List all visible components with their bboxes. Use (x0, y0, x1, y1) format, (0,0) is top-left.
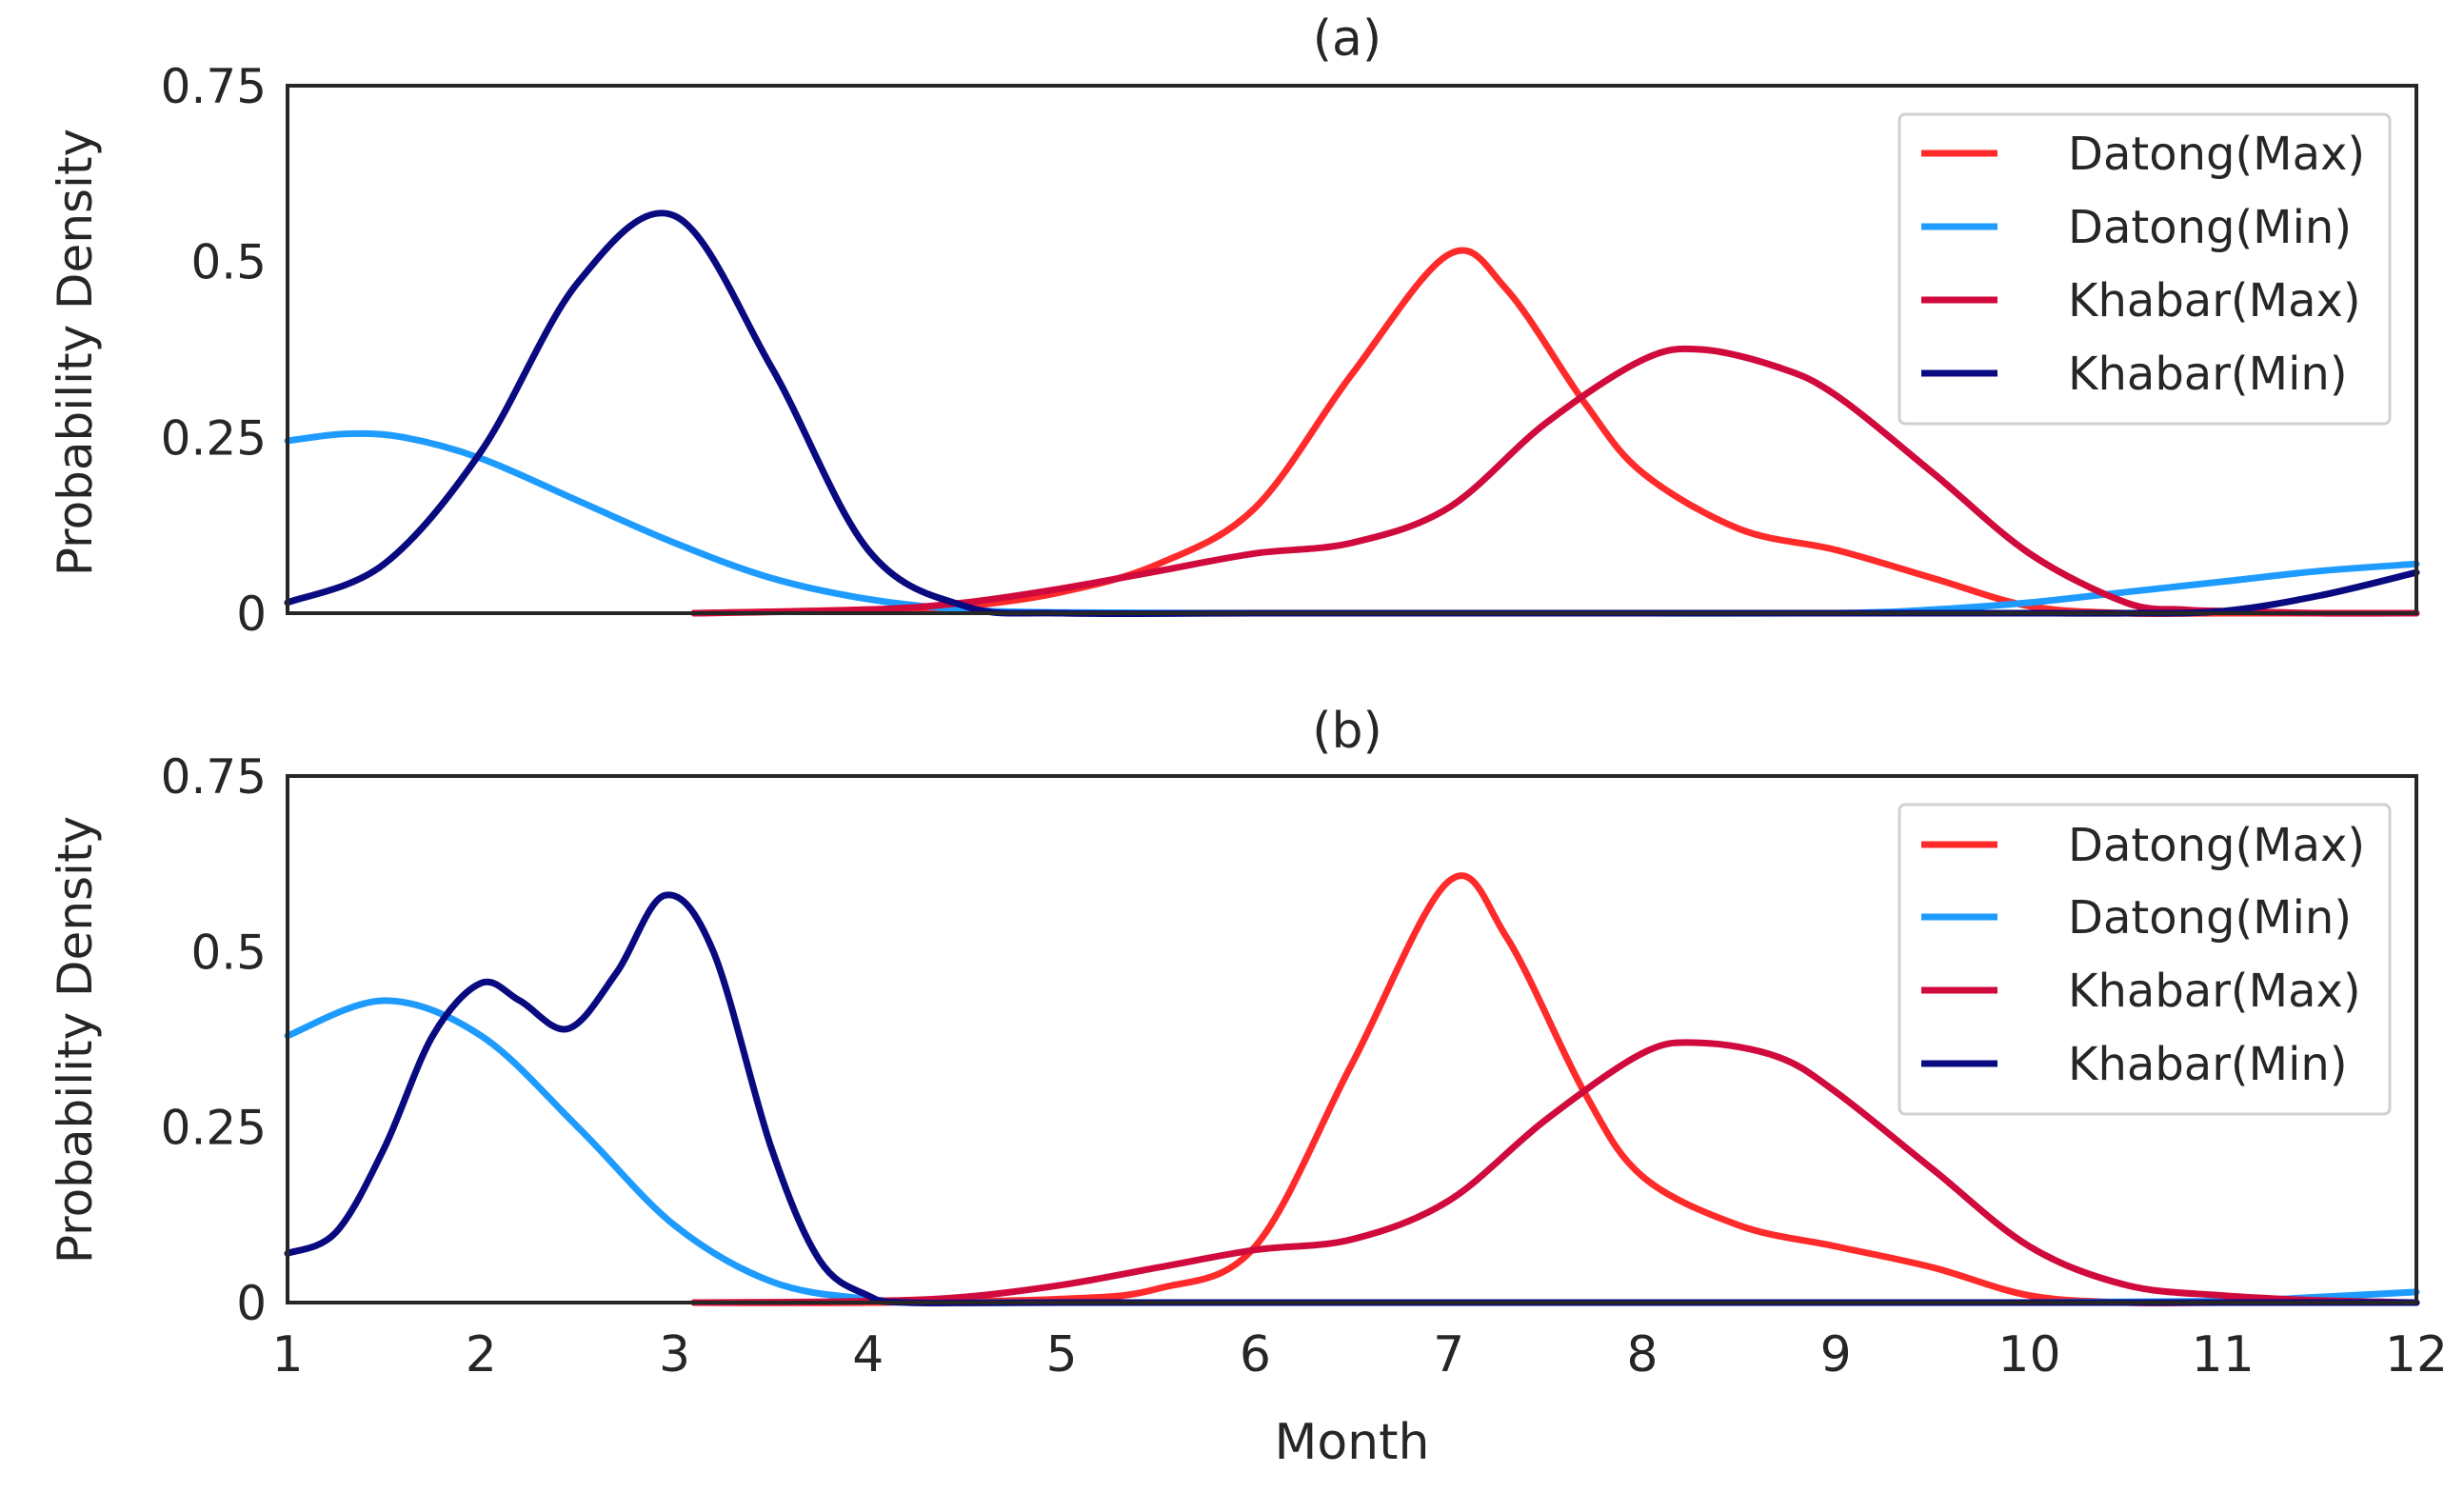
panel-b-ylabel: Probability Density (48, 816, 103, 1264)
x-tick-label-panel-b: 6 (1240, 1326, 1271, 1384)
series-line-khabar-max-panel-b (690, 1039, 2420, 1306)
x-tick-label-panel-b: 11 (2192, 1326, 2255, 1384)
legend-label-datong-max: Datong(Max) (2068, 128, 2365, 181)
panel-b-axes-frame (286, 774, 2418, 1304)
legend-label-datong-min: Datong(Min) (2068, 201, 2352, 254)
legend-label-khabar-min: Khabar(Min) (2068, 1038, 2348, 1091)
legend-label-datong-min: Datong(Min) (2068, 891, 2352, 945)
legend-label-datong-max: Datong(Max) (2068, 819, 2365, 872)
y-tick-label-panel-b: 0 (236, 1276, 267, 1331)
panel-b-legend-box (1898, 803, 2392, 1116)
panel-b-legend: Datong(Max) Datong(Min) Khabar(Max) Khab… (1898, 803, 2392, 1116)
panel-b-title: (b) (1312, 703, 1382, 760)
panel-a-legend: Datong(Max) Datong(Min) Khabar(Max) Khab… (1898, 112, 2392, 426)
series-line-datong-min-panel-a (284, 429, 2420, 617)
y-tick-label-panel-a: 0 (236, 587, 267, 642)
panel-b-x-ticks: 1 2 3 4 5 6 7 8 9 10 11 12 (271, 1326, 2448, 1384)
x-tick-label-panel-b: 4 (852, 1326, 884, 1384)
x-tick-label-panel-b: 10 (1997, 1326, 2060, 1384)
panel-b-xlabel: Month (1275, 1414, 1430, 1471)
panel-a: (a) Probability Density 0 0.25 0.5 0.75 Dat… (48, 10, 2420, 642)
panel-b-y-ticks: 0 0.25 0.5 0.75 (161, 749, 267, 1331)
x-tick-label-panel-b: 5 (1046, 1326, 1078, 1384)
legend-label-khabar-max: Khabar(Max) (2068, 274, 2361, 328)
x-tick-label-panel-b: 9 (1820, 1326, 1852, 1384)
x-tick-label-panel-b: 2 (466, 1326, 497, 1384)
y-tick-label-panel-b: 0.75 (161, 749, 267, 805)
series-line-khabar-max-panel-a (690, 345, 2420, 617)
y-tick-label-panel-b: 0.25 (161, 1101, 267, 1156)
y-tick-label-panel-b: 0.5 (190, 925, 267, 980)
panel-a-y-ticks: 0 0.25 0.5 0.75 (161, 59, 267, 642)
legend-label-khabar-min: Khabar(Min) (2068, 348, 2348, 401)
panel-a-ylabel: Probability Density (48, 129, 103, 576)
x-tick-label-panel-b: 1 (271, 1326, 303, 1384)
panel-a-title: (a) (1313, 10, 1381, 68)
y-tick-label-panel-a: 0.25 (161, 410, 267, 466)
y-tick-label-panel-a: 0.5 (190, 235, 267, 290)
x-tick-label-panel-b: 12 (2385, 1326, 2448, 1384)
y-tick-label-panel-a: 0.75 (161, 59, 267, 114)
legend-label-khabar-max: Khabar(Max) (2068, 965, 2361, 1018)
x-tick-label-panel-b: 7 (1433, 1326, 1464, 1384)
x-tick-label-panel-b: 3 (659, 1326, 690, 1384)
panel-a-axes-frame (286, 84, 2418, 615)
panel-a-legend-box (1898, 112, 2392, 426)
x-tick-label-panel-b: 8 (1626, 1326, 1658, 1384)
